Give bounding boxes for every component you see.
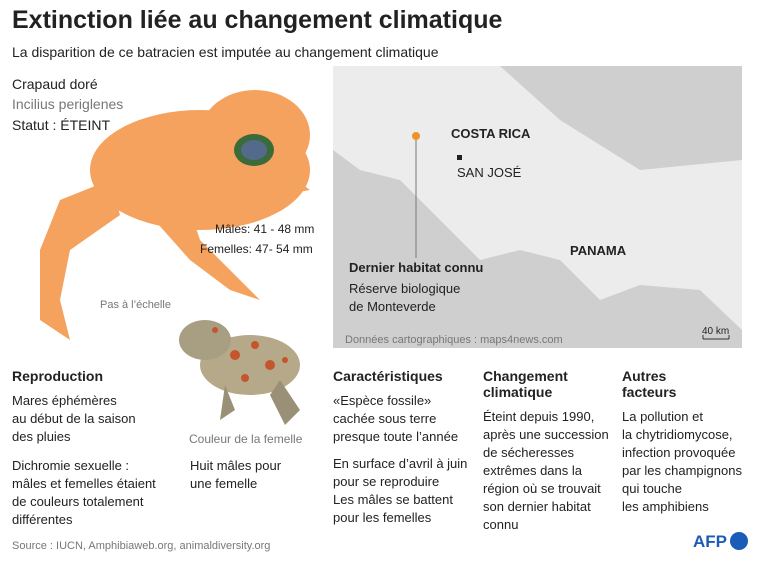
heading-line: Changement <box>483 368 568 384</box>
heading-line: facteurs <box>622 384 677 400</box>
habitat-title: Dernier habitat connu <box>349 260 484 275</box>
title: Extinction liée au changement climatique <box>12 6 503 34</box>
text-line: pour les femelles <box>333 510 432 525</box>
heading-line: Autres <box>622 368 667 384</box>
text-line: mâles et femelles étaient <box>12 476 156 491</box>
text-line: par les champignons <box>622 463 742 478</box>
text-line: infection provoquée <box>622 445 736 460</box>
scale-bar <box>702 335 730 340</box>
map-land <box>333 66 742 330</box>
heading-line: Reproduction <box>12 368 103 384</box>
heading-line: climatique <box>483 384 553 400</box>
text-line: Réserve biologique <box>349 281 461 296</box>
section-paragraph: En surface d’avril à juin pour se reprodu… <box>333 455 467 527</box>
text-line: Éteint depuis 1990, <box>483 409 595 424</box>
female-size: Femelles: 47- 54 mm <box>200 242 313 256</box>
section-paragraph: «Espèce fossile» cachée sous terre presque… <box>333 392 458 446</box>
species-latin: Incilius periglenes <box>12 96 124 112</box>
text-line: différentes <box>12 512 73 527</box>
section-heading: Changement climatique <box>483 368 568 400</box>
map-scale: 40 km <box>702 326 730 337</box>
text-line: son dernier habitat <box>483 499 591 514</box>
text-line: après une succession <box>483 427 609 442</box>
habitat-dot <box>412 132 420 140</box>
section-heading: Caractéristiques <box>333 368 443 384</box>
female-toad <box>179 320 300 425</box>
text-line: «Espèce fossile» <box>333 393 432 408</box>
text-line: extrêmes dans la <box>483 463 582 478</box>
text-line: de couleurs totalement <box>12 494 144 509</box>
section-paragraph: Mares éphémères au début de la saison des … <box>12 392 136 446</box>
text-line: Dichromie sexuelle : <box>12 458 130 473</box>
text-line: de sécheresses <box>483 445 575 460</box>
section-paragraph: La pollution et la chytridiomycose, infect… <box>622 408 742 516</box>
map-label: PANAMA <box>570 243 627 258</box>
source: Source : IUCN, Amphibiaweb.org, animaldi… <box>12 540 271 552</box>
section-heading: Autres facteurs <box>622 368 676 400</box>
text-line: Mares éphémères <box>12 393 117 408</box>
map-label: SAN JOSÉ <box>457 165 522 180</box>
text-line: Huit mâles pour <box>190 458 282 473</box>
scale-note: Pas à l’échelle <box>100 299 171 311</box>
text-line: presque toute l’année <box>333 429 459 444</box>
section-paragraph: Éteint depuis 1990, après une succession d… <box>483 408 609 534</box>
text-line: une femelle <box>190 476 258 491</box>
text-line: la chytridiomycose, <box>622 427 733 442</box>
map-label: COSTA RICA <box>451 126 531 141</box>
species-name: Crapaud doré <box>12 76 98 92</box>
male-size: Mâles: 41 - 48 mm <box>215 222 315 236</box>
text-line: les amphibiens <box>622 499 709 514</box>
text-line: région où se trouvait <box>483 481 601 496</box>
text-line: pour se reproduire <box>333 474 440 489</box>
section-paragraph: Huit mâles pour une femelle <box>190 457 281 493</box>
section-heading: Reproduction <box>12 368 103 384</box>
text-line: cachée sous terre <box>333 411 437 426</box>
heading-line: Caractéristiques <box>333 368 443 384</box>
toad-pupil <box>241 140 267 160</box>
text-line: de Monteverde <box>349 299 436 314</box>
species-status: Statut : ÉTEINT <box>12 117 111 133</box>
text-line: qui touche <box>622 481 682 496</box>
text-line: connu <box>483 517 519 532</box>
habitat-text: Réserve biologique de Monteverde <box>349 280 460 316</box>
text-line: En surface d’avril à juin <box>333 456 468 471</box>
logo-dot <box>730 532 748 550</box>
text-line: Les mâles se battent <box>333 492 453 507</box>
subtitle: La disparition de ce batracien est imput… <box>12 44 439 60</box>
capital-marker <box>457 155 462 160</box>
text-line: des pluies <box>12 429 71 444</box>
map-credit: Données cartographiques : maps4news.com <box>345 334 563 346</box>
section-paragraph: Dichromie sexuelle : mâles et femelles ét… <box>12 457 156 529</box>
text-line: La pollution et <box>622 409 703 424</box>
female-caption: Couleur de la femelle <box>189 432 303 446</box>
logo: AFP <box>693 532 727 551</box>
text-line: au début de la saison <box>12 411 136 426</box>
